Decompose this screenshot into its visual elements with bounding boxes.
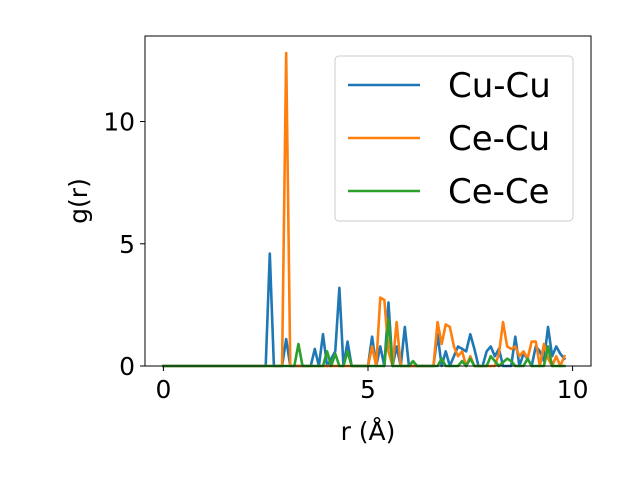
y-tick-label: 10 xyxy=(103,108,135,137)
legend-box xyxy=(334,55,574,222)
legend-label-ce-ce: Ce-Ce xyxy=(448,172,550,212)
x-tick-label: 0 xyxy=(155,375,171,404)
legend-label-ce-cu: Ce-Cu xyxy=(448,119,550,159)
y-axis: 0 5 10 xyxy=(103,108,145,381)
y-tick-label: 5 xyxy=(119,230,135,259)
x-tick-label: 10 xyxy=(557,375,589,404)
series-line-ce-cu xyxy=(162,51,567,368)
x-tick-label: 5 xyxy=(360,375,376,404)
y-tick-label: 0 xyxy=(119,352,135,381)
x-axis-label: r (Å) xyxy=(341,417,396,446)
legend-label-cu-cu: Cu-Cu xyxy=(448,66,551,106)
legend: Cu-Cu Ce-Cu Ce-Ce xyxy=(334,55,574,222)
y-axis-label: g(r) xyxy=(64,178,93,224)
x-axis: 0 5 10 xyxy=(155,366,588,404)
